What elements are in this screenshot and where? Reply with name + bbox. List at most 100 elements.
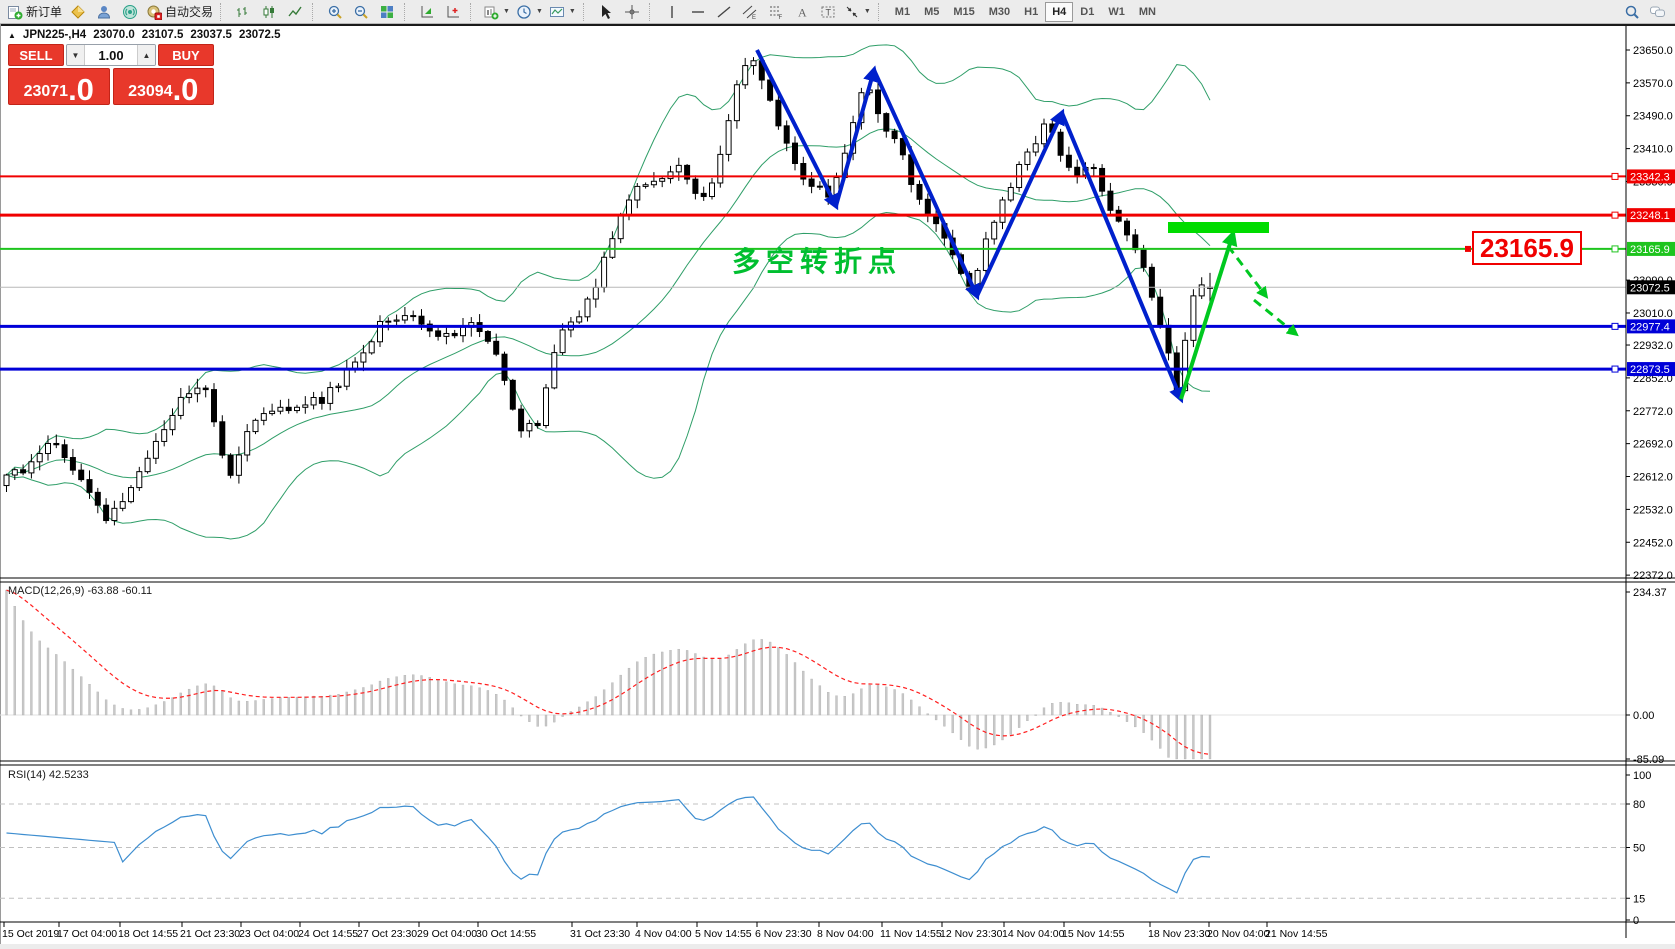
new-chart-dropdown[interactable]: ▼ bbox=[480, 1, 513, 23]
svg-text:5 Nov 14:55: 5 Nov 14:55 bbox=[695, 928, 752, 940]
text-label-button[interactable]: T bbox=[815, 1, 841, 23]
timeframe-w1[interactable]: W1 bbox=[1108, 5, 1125, 18]
svg-text:-85.09: -85.09 bbox=[1633, 754, 1664, 766]
timeframe-h1[interactable]: H1 bbox=[1024, 5, 1039, 18]
buy-button[interactable]: BUY bbox=[158, 44, 214, 66]
navigator-icon bbox=[98, 5, 111, 18]
price-levels[interactable] bbox=[0, 172, 1626, 373]
svg-text:23072.5: 23072.5 bbox=[1630, 282, 1670, 294]
strategy-tester-icon bbox=[421, 5, 434, 17]
crosshair-button[interactable] bbox=[619, 1, 645, 23]
templates-dropdown[interactable]: ▼ bbox=[546, 1, 579, 23]
axis-price-badge bbox=[1627, 362, 1675, 377]
history-center-button[interactable] bbox=[65, 1, 91, 23]
volume-stepper: ▼ 1.00 ▲ bbox=[66, 44, 156, 66]
buy-price-box[interactable]: 23094 .0 bbox=[112, 68, 214, 107]
svg-text:23490.0: 23490.0 bbox=[1633, 111, 1673, 123]
zoom-out-button[interactable] bbox=[348, 1, 374, 23]
timeframe-m5[interactable]: M5 bbox=[924, 5, 940, 18]
bar-high: 23107.5 bbox=[141, 29, 184, 41]
cursor-button[interactable] bbox=[593, 1, 619, 23]
sell-price-pips: .0 bbox=[68, 71, 94, 107]
auto-trading-button[interactable]: 自动交易 bbox=[143, 1, 216, 23]
equidistant-channel-button[interactable]: E bbox=[737, 1, 763, 23]
price-callout-label[interactable]: 23165.9 bbox=[1472, 231, 1582, 265]
line-chart-button[interactable] bbox=[282, 1, 308, 23]
bar-chart-button[interactable] bbox=[230, 1, 256, 23]
svg-text:22372.0: 22372.0 bbox=[1633, 570, 1673, 582]
vertical-line-button[interactable] bbox=[659, 1, 685, 23]
toolbar-separator bbox=[648, 2, 655, 21]
svg-text:30 Oct 14:55: 30 Oct 14:55 bbox=[476, 928, 536, 940]
timeframe-m15[interactable]: M15 bbox=[953, 5, 975, 18]
timeframe-m1[interactable]: M1 bbox=[894, 5, 911, 18]
new-order-button[interactable]: 新订单 bbox=[4, 1, 65, 23]
history-center-icon bbox=[71, 4, 85, 19]
navigator-button[interactable] bbox=[91, 1, 117, 23]
data-window-button[interactable] bbox=[440, 1, 466, 23]
axis-price-badge bbox=[1627, 241, 1675, 256]
svg-text:22772.0: 22772.0 bbox=[1633, 406, 1673, 418]
chevron-down-icon: ▼ bbox=[863, 8, 871, 15]
data-window-icon bbox=[447, 5, 460, 17]
blue-trend-arrow bbox=[1060, 112, 1185, 404]
trendline-button[interactable] bbox=[711, 1, 737, 23]
buy-price-pips: .0 bbox=[172, 71, 199, 107]
fibonacci-button[interactable]: F bbox=[763, 1, 789, 23]
equidistant-channel-icon: E bbox=[742, 5, 757, 20]
chat-button[interactable] bbox=[1645, 1, 1671, 23]
svg-text:0.00: 0.00 bbox=[1633, 710, 1654, 722]
zoom-in-button[interactable] bbox=[322, 1, 348, 23]
price-axis[interactable]: 23650.023570.023490.023410.023330.023090… bbox=[1625, 26, 1675, 938]
collapse-arrow-icon[interactable]: ▲ bbox=[8, 30, 16, 40]
rsi-line bbox=[6, 796, 1211, 894]
svg-text:21 Nov 14:55: 21 Nov 14:55 bbox=[1265, 928, 1328, 940]
svg-text:100: 100 bbox=[1633, 770, 1651, 782]
timeframe-mn[interactable]: MN bbox=[1138, 5, 1156, 18]
sell-button[interactable]: SELL bbox=[8, 44, 64, 66]
candlestick-chart-button[interactable] bbox=[256, 1, 282, 23]
signals-button[interactable] bbox=[117, 1, 143, 23]
horizontal-line-button[interactable] bbox=[685, 1, 711, 23]
main-toolbar: 新订单 自动交易 ▼ ▼ ▼ E F A T ▼ M1 M5 M15 M30 H… bbox=[0, 0, 1675, 24]
periods-dropdown[interactable]: ▼ bbox=[513, 1, 546, 23]
sell-price-box[interactable]: 23071 .0 bbox=[8, 68, 110, 105]
zoom-in-icon bbox=[328, 5, 342, 19]
svg-text:23570.0: 23570.0 bbox=[1633, 78, 1673, 90]
fibonacci-icon: F bbox=[769, 6, 782, 20]
volume-decrease-button[interactable]: ▼ bbox=[67, 45, 85, 65]
svg-text:24 Oct 14:55: 24 Oct 14:55 bbox=[298, 928, 358, 940]
symbol-info: ▲ JPN225-,H4 23070.0 23107.5 23037.5 230… bbox=[8, 29, 281, 41]
timeframe-h4[interactable]: H4 bbox=[1045, 1, 1074, 22]
buy-price: 23094 bbox=[128, 83, 173, 100]
trend-annotations[interactable] bbox=[755, 49, 1471, 404]
rsi-label: RSI(14) 42.5233 bbox=[8, 769, 89, 781]
svg-text:12 Nov 23:30: 12 Nov 23:30 bbox=[940, 928, 1003, 940]
macd-label: MACD(12,26,9) -63.88 -60.11 bbox=[8, 585, 153, 597]
svg-text:31 Oct 23:30: 31 Oct 23:30 bbox=[570, 928, 630, 940]
turning-point-annotation[interactable]: 多空转折点 bbox=[732, 246, 903, 277]
tile-windows-button[interactable] bbox=[374, 1, 400, 23]
blue-trend-arrow bbox=[872, 69, 980, 301]
search-button[interactable] bbox=[1619, 1, 1645, 23]
svg-text:T: T bbox=[825, 7, 831, 17]
text-button[interactable]: A bbox=[789, 1, 815, 23]
strategy-tester-button[interactable] bbox=[414, 1, 440, 23]
horizontal-line-icon bbox=[691, 10, 704, 13]
toolbar-separator bbox=[470, 2, 476, 21]
vertical-line-icon bbox=[671, 5, 673, 18]
volume-increase-button[interactable]: ▲ bbox=[137, 45, 155, 65]
svg-text:18 Nov 23:30: 18 Nov 23:30 bbox=[1148, 928, 1211, 940]
volume-value[interactable]: 1.00 bbox=[98, 47, 124, 63]
svg-text:23010.0: 23010.0 bbox=[1633, 308, 1673, 320]
svg-text:23410.0: 23410.0 bbox=[1633, 144, 1673, 156]
auto-trading-label: 自动交易 bbox=[165, 5, 214, 19]
timeframe-m30[interactable]: M30 bbox=[988, 5, 1011, 18]
arrows-dropdown[interactable]: ▼ bbox=[841, 1, 874, 23]
crosshair-icon bbox=[624, 4, 639, 19]
templates-icon bbox=[549, 6, 564, 17]
svg-text:17 Oct 04:00: 17 Oct 04:00 bbox=[57, 928, 117, 940]
timeframe-d1[interactable]: D1 bbox=[1080, 5, 1095, 18]
